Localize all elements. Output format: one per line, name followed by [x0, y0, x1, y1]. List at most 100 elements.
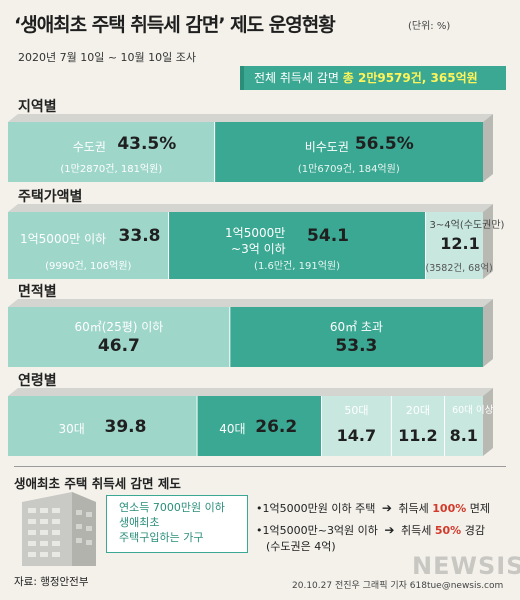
- apartment-building-icon: [22, 492, 96, 566]
- segment-label-group: 60㎡(25평) 이하 46.7: [8, 307, 230, 367]
- target-line: 생애최초: [119, 516, 160, 529]
- target-line: 주택구입하는 가구: [119, 531, 204, 544]
- segment-label-group: 50대 14.7: [322, 396, 392, 456]
- rule-condition: •1억5000만~3억원 이하: [256, 524, 378, 537]
- rule-condition: •1억5000만원 이하 주택: [256, 502, 376, 515]
- summary-banner: 전체 취득세 감면 총 2만9579건, 365억원: [240, 66, 506, 90]
- segment-value: 56.5%: [354, 134, 414, 154]
- rule-row-2: •1억5000만~3억원 이하 ➔ 취득세 50% 경감: [256, 522, 485, 538]
- segment-value: 11.2: [398, 426, 438, 445]
- rule-result-prefix: 취득세: [398, 502, 429, 515]
- segment-name: 3~4억(수도권만): [429, 220, 505, 231]
- segment-value: 46.7: [97, 336, 140, 356]
- region-bar: 수도권 43.5% (1만2870건, 181억원) 비수도권 56.5% (1만6709…: [8, 114, 493, 182]
- segment-detail: (1.6만건, 191억원): [254, 261, 340, 272]
- section-region-label: 지역별: [18, 99, 57, 115]
- bar-side-face: [483, 114, 493, 182]
- rule-note: (수도권은 4억): [266, 540, 336, 553]
- rule-result-value: 100%: [432, 502, 467, 515]
- segment-label-group: 40대 26.2: [197, 396, 321, 456]
- segment-label-group: 20대 11.2: [391, 396, 444, 456]
- segment-value: 14.7: [336, 426, 377, 445]
- segment-value: 8.1: [449, 426, 478, 445]
- segment-name: 50대: [344, 404, 369, 417]
- price-bar: 1억5000만 이하 33.8 (9990건, 106억원) 1억5000만 ~3억 이…: [8, 204, 505, 279]
- divider: [14, 466, 506, 467]
- bar-segment: [8, 212, 169, 279]
- rule-result-suffix: 경감: [464, 524, 485, 537]
- segment-name: 60대 이상: [452, 405, 494, 416]
- segment-detail: (9990건, 106억원): [45, 261, 132, 272]
- arrow-right-icon: ➔: [381, 501, 392, 515]
- watermark: NEWSIS: [412, 552, 520, 580]
- bar-segment: [168, 212, 426, 279]
- bar-top-face: [8, 204, 493, 212]
- info-title: 생애최초 주택 취득세 감면 제도: [14, 476, 181, 491]
- segment-label-group: 3~4억(수도권만) 12.1 (3582건, 68억): [425, 212, 505, 279]
- survey-period: 2020년 7월 10일 ~ 10월 10일 조사: [18, 51, 197, 64]
- page-title: ‘생애최초 주택 취득세 감면’ 제도 운영현황: [14, 14, 336, 36]
- segment-detail: (3582건, 68억): [425, 263, 493, 274]
- bar-segment: [391, 396, 445, 456]
- segment-name: 30대: [58, 422, 85, 436]
- segment-value: 53.3: [335, 336, 378, 356]
- segment-label-group: 1억5000만 이하 33.8 (9990건, 106억원): [8, 212, 169, 279]
- bar-segment: [229, 307, 483, 367]
- segment-name: 20대: [405, 404, 430, 417]
- summary-highlight: 총 2만9579건, 365억원: [342, 71, 478, 85]
- bar-segment: [197, 396, 322, 456]
- target-box: 연소득 7000만원 이하 생애최초 주택구입하는 가구: [106, 495, 248, 553]
- unit-label: (단위: %): [408, 21, 451, 32]
- segment-value: 39.8: [104, 417, 147, 437]
- segment-value: 26.2: [255, 417, 298, 437]
- segment-value: 43.5%: [117, 134, 177, 154]
- bar-segment: [8, 122, 215, 182]
- segment-name: 수도권: [72, 140, 106, 154]
- bar-segment: [8, 396, 198, 456]
- bar-top-face: [8, 388, 493, 396]
- segment-value: 33.8: [118, 226, 161, 246]
- arrow-right-icon: ➔: [384, 523, 395, 537]
- bar-top-face: [8, 114, 493, 122]
- segment-detail: (1만6709건, 184억원): [297, 164, 400, 175]
- area-bar: 60㎡(25평) 이하 46.7 60㎡ 초과 53.3: [8, 299, 493, 367]
- bar-segment: [8, 307, 230, 367]
- target-line: 연소득 7000만원 이하: [119, 501, 225, 514]
- segment-name: ~3억 이하: [231, 242, 286, 256]
- bar-segment: [425, 212, 483, 279]
- segment-label-group: 비수도권 56.5% (1만6709건, 184억원): [215, 122, 483, 182]
- segment-name: 1억5000만: [225, 226, 286, 240]
- segment-value: 54.1: [307, 226, 349, 246]
- section-price-label: 주택가액별: [18, 189, 83, 205]
- bar-graphic: [8, 204, 493, 279]
- source-text: 자료: 행정안전부: [14, 576, 89, 588]
- segment-label-group: 30대 39.8: [8, 396, 197, 456]
- bar-side-face: [483, 299, 493, 367]
- section-age-label: 연령별: [18, 373, 57, 389]
- segment-label-group: 수도권 43.5% (1만2870건, 181억원): [8, 122, 215, 182]
- bar-graphic: [8, 299, 493, 367]
- segment-detail: (1만2870건, 181억원): [60, 164, 163, 175]
- age-bar: 30대 39.8 40대 26.2 50대 14.7 20대 11.2 60대 이상 8.1: [8, 388, 493, 456]
- segment-label-group: 60대 이상 8.1: [445, 396, 494, 456]
- bar-side-face: [483, 388, 493, 456]
- bar-segment: [444, 396, 483, 456]
- rule-result-value: 50%: [434, 524, 462, 537]
- segment-label-group: 60㎡ 초과 53.3: [230, 307, 483, 367]
- segment-name: 40대: [219, 422, 246, 436]
- rule-result-prefix: 취득세: [400, 524, 432, 537]
- credit-text: 20.10.27 전진우 그래픽 기자 618tue@newsis.com: [292, 581, 504, 591]
- segment-name: 60㎡ 초과: [329, 320, 383, 334]
- bar-graphic: [8, 114, 493, 182]
- rule-row-1: •1억5000만원 이하 주택 ➔ 취득세 100% 면제: [256, 500, 490, 516]
- segment-name: 1억5000만 이하: [20, 232, 107, 246]
- rule-result-suffix: 면제: [469, 502, 490, 515]
- summary-prefix: 전체 취득세 감면: [254, 71, 339, 85]
- segment-label-group: 1억5000만 ~3억 이하 54.1 (1.6만건, 191억원): [169, 212, 426, 279]
- segment-name: 60㎡(25평) 이하: [74, 320, 164, 334]
- section-area-label: 면적별: [18, 284, 57, 300]
- segment-value: 12.1: [440, 234, 480, 253]
- bar-segment: [214, 122, 483, 182]
- bar-graphic: [8, 388, 493, 456]
- bar-top-face: [8, 299, 493, 307]
